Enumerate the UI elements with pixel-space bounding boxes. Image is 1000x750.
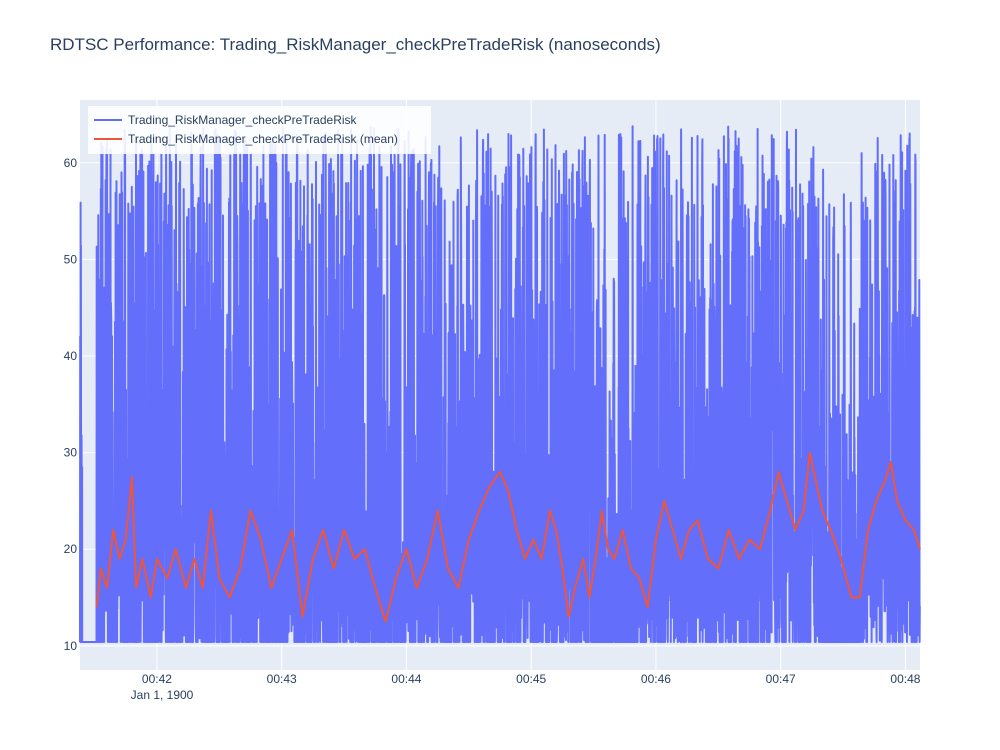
legend-label-mean: Trading_RiskManager_checkPreTradeRisk (m… xyxy=(128,132,398,146)
x-tick-label: 00:45 xyxy=(516,672,546,686)
x-axis-date-label: Jan 1, 1900 xyxy=(131,688,194,702)
series-line-mean xyxy=(95,451,921,623)
y-tick-label: 10 xyxy=(64,639,78,653)
x-tick-label: 00:42 xyxy=(142,672,172,686)
legend: Trading_RiskManager_checkPreTradeRisk Tr… xyxy=(88,106,431,154)
chart-title: RDTSC Performance: Trading_RiskManager_c… xyxy=(50,35,661,54)
y-tick-label: 20 xyxy=(64,542,78,556)
axis-labels: 10 20 30 40 50 60 00:42 00:43 00:44 00:45 00:46 00:… xyxy=(64,156,921,686)
y-tick-label: 50 xyxy=(64,252,78,266)
y-tick-label: 40 xyxy=(64,349,78,363)
legend-label-raw: Trading_RiskManager_checkPreTradeRisk xyxy=(128,113,358,127)
x-tick-label: 00:46 xyxy=(641,672,671,686)
x-tick-label: 00:44 xyxy=(391,672,421,686)
y-tick-label: 60 xyxy=(64,156,78,170)
legend-box xyxy=(88,106,431,154)
x-tick-label: 00:47 xyxy=(766,672,796,686)
x-tick-label: 00:48 xyxy=(890,672,920,686)
y-tick-label: 30 xyxy=(64,446,78,460)
x-tick-label: 00:43 xyxy=(267,672,297,686)
